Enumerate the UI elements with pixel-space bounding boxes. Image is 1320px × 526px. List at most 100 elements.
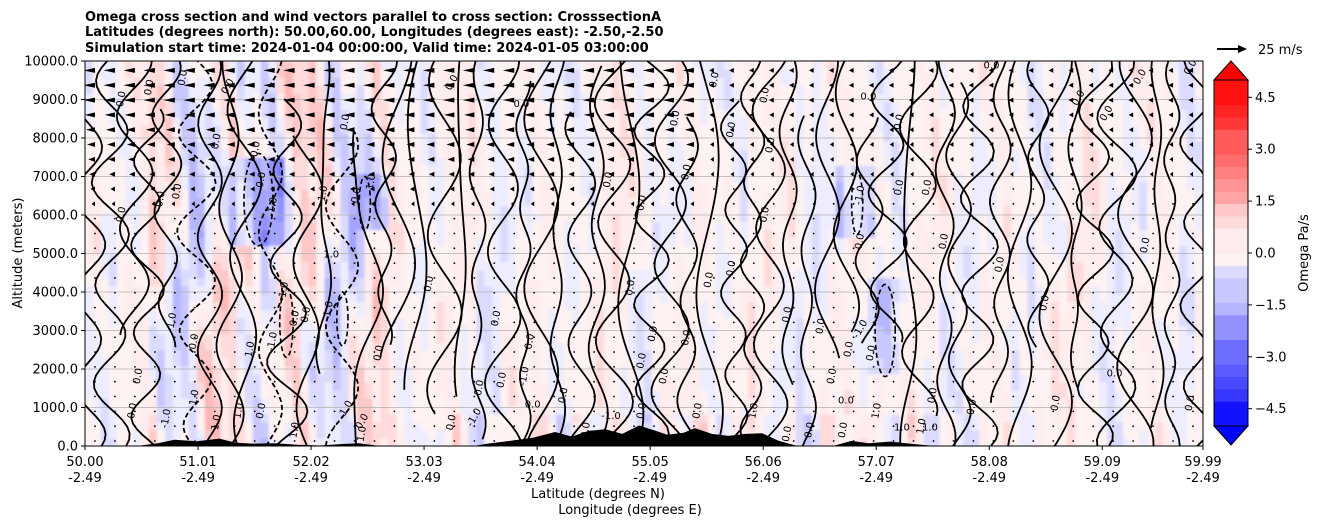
omega-cell bbox=[532, 429, 541, 439]
omega-cell bbox=[85, 373, 94, 383]
omega-cell bbox=[444, 173, 453, 182]
omega-cell bbox=[867, 429, 877, 439]
omega-cell bbox=[388, 293, 398, 303]
omega-cell bbox=[723, 309, 733, 319]
omega-cell bbox=[300, 181, 310, 190]
omega-cell bbox=[636, 285, 645, 295]
omega-cell bbox=[564, 357, 573, 367]
omega-cell bbox=[196, 229, 206, 239]
omega-cell bbox=[220, 429, 230, 439]
omega-cell bbox=[164, 141, 174, 150]
omega-cell bbox=[316, 429, 326, 439]
omega-cell bbox=[132, 93, 142, 102]
omega-cell bbox=[300, 61, 310, 70]
omega-cell bbox=[659, 397, 669, 407]
omega-cell bbox=[332, 181, 342, 190]
omega-cell bbox=[124, 373, 134, 383]
omega-cell bbox=[372, 413, 382, 423]
omega-cell bbox=[819, 229, 829, 239]
omega-cell bbox=[236, 229, 246, 239]
omega-cell bbox=[787, 317, 797, 327]
omega-cell bbox=[148, 365, 158, 375]
omega-cell bbox=[348, 165, 358, 174]
omega-cell bbox=[420, 85, 429, 94]
omega-cell bbox=[803, 181, 813, 190]
omega-cell bbox=[628, 365, 637, 375]
omega-cell bbox=[156, 397, 166, 407]
omega-cell bbox=[843, 253, 853, 263]
omega-cell bbox=[412, 165, 421, 174]
omega-cell bbox=[372, 373, 382, 383]
omega-cell bbox=[364, 341, 374, 351]
omega-cell bbox=[436, 245, 445, 255]
omega-cell bbox=[484, 301, 493, 311]
omega-cell bbox=[492, 389, 501, 399]
omega-cell bbox=[252, 317, 262, 327]
omega-cell bbox=[875, 325, 885, 335]
omega-cell bbox=[763, 157, 773, 166]
omega-cell bbox=[332, 253, 342, 263]
omega-cell bbox=[795, 389, 805, 399]
omega-cell bbox=[907, 421, 917, 431]
omega-cell bbox=[819, 373, 829, 383]
omega-cell bbox=[92, 317, 102, 327]
omega-cell bbox=[644, 285, 653, 295]
omega-cell bbox=[572, 285, 581, 295]
omega-cell bbox=[228, 341, 238, 351]
omega-cell bbox=[540, 421, 549, 431]
omega-cell bbox=[683, 109, 693, 118]
omega-cell bbox=[731, 381, 741, 391]
omega-cell bbox=[516, 165, 525, 174]
omega-cell bbox=[588, 69, 597, 78]
omega-cell bbox=[508, 357, 517, 367]
omega-cell bbox=[707, 309, 717, 319]
omega-cell bbox=[164, 77, 174, 86]
omega-cell bbox=[460, 373, 469, 383]
omega-cell bbox=[356, 309, 366, 319]
omega-cell bbox=[763, 61, 773, 70]
omega-cell bbox=[260, 149, 270, 158]
omega-cell bbox=[771, 357, 781, 367]
omega-cell bbox=[835, 229, 845, 239]
omega-cell bbox=[883, 309, 893, 319]
omega-cell bbox=[156, 269, 166, 279]
omega-cell bbox=[596, 117, 605, 126]
omega-cell bbox=[148, 205, 158, 214]
omega-cell bbox=[140, 381, 150, 391]
omega-cell bbox=[124, 325, 134, 335]
omega-cell bbox=[332, 165, 342, 174]
omega-cell bbox=[420, 61, 429, 70]
omega-cell bbox=[620, 365, 629, 375]
omega-cell bbox=[164, 109, 174, 118]
omega-cell bbox=[492, 293, 501, 303]
omega-cell bbox=[667, 157, 677, 166]
omega-cell bbox=[324, 437, 334, 446]
omega-cell bbox=[196, 189, 206, 198]
omega-cell bbox=[148, 173, 158, 182]
omega-cell bbox=[420, 253, 429, 263]
omega-cell bbox=[220, 93, 230, 102]
omega-cell bbox=[659, 149, 669, 158]
omega-cell bbox=[85, 429, 94, 439]
omega-cell bbox=[867, 157, 877, 166]
omega-cell bbox=[564, 293, 573, 303]
omega-cell bbox=[116, 397, 126, 407]
omega-cell bbox=[108, 317, 118, 327]
omega-cell bbox=[340, 117, 350, 126]
omega-cell bbox=[723, 77, 733, 86]
omega-cell bbox=[779, 141, 789, 150]
omega-cell bbox=[132, 429, 142, 439]
omega-cell bbox=[292, 349, 302, 359]
omega-cell bbox=[436, 429, 445, 439]
omega-cell bbox=[220, 165, 230, 174]
omega-cell bbox=[516, 69, 525, 78]
omega-cell bbox=[452, 365, 461, 375]
omega-cell bbox=[412, 437, 421, 446]
omega-cell bbox=[156, 133, 166, 142]
omega-cell bbox=[835, 261, 845, 271]
omega-cell bbox=[715, 221, 725, 231]
omega-cell bbox=[364, 205, 374, 214]
omega-cell bbox=[340, 261, 350, 271]
omega-cell bbox=[164, 429, 174, 439]
omega-cell bbox=[204, 381, 214, 391]
